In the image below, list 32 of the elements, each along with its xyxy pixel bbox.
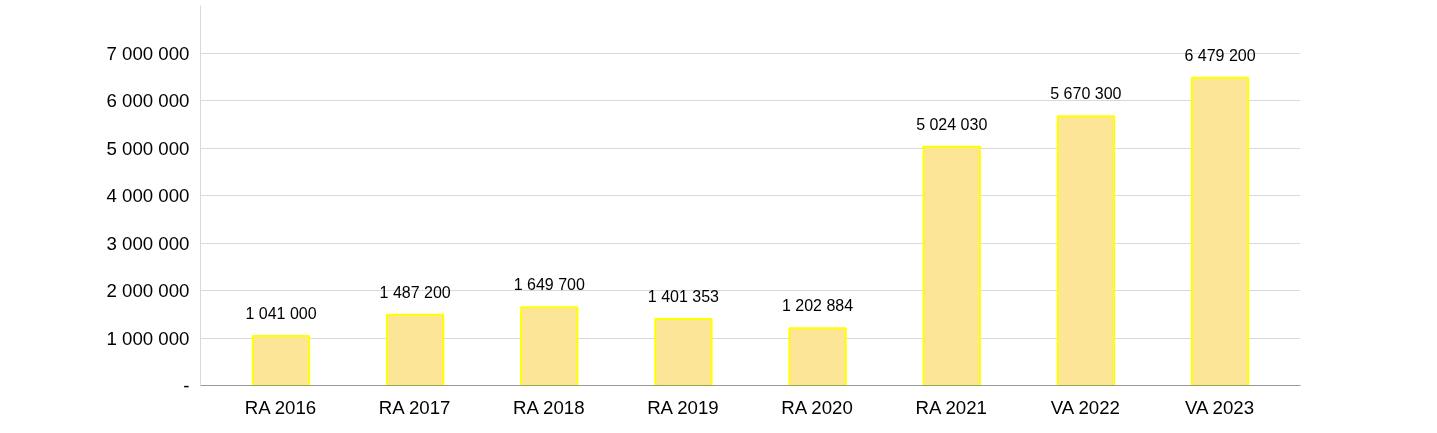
y-tick-label: 1 000 000	[106, 327, 190, 349]
x-tick-label: RA 2016	[244, 396, 317, 418]
data-label: 5 024 030	[916, 115, 988, 133]
y-tick-label: 7 000 000	[106, 42, 190, 64]
bar	[1190, 76, 1250, 386]
y-tick-label: 6 000 000	[106, 90, 190, 111]
bar	[1056, 115, 1116, 386]
bar	[520, 306, 579, 386]
data-label: 5 670 300	[1050, 85, 1122, 103]
y-tick-label: 5 000 000	[106, 137, 190, 159]
x-tick-label: RA 2018	[512, 396, 585, 418]
bar	[922, 145, 981, 386]
y-tick-label: 3 000 000	[106, 232, 190, 254]
x-tick-label: RA 2021	[915, 396, 987, 418]
x-tick-label: RA 2017	[378, 396, 451, 418]
data-label: 1 041 000	[245, 305, 317, 323]
bar	[788, 327, 847, 386]
y-tick-label: -	[183, 375, 190, 396]
data-label: 6 479 200	[1184, 46, 1256, 64]
bar	[654, 317, 713, 386]
x-tick-label: RA 2020	[781, 396, 853, 418]
y-tick-label: 2 000 000	[106, 280, 190, 301]
data-label: 1 202 884	[781, 297, 854, 315]
data-label: 1 401 353	[647, 287, 720, 305]
data-label: 1 649 700	[513, 276, 585, 294]
bar	[251, 335, 311, 386]
x-tick-label: VA 2023	[1184, 396, 1255, 418]
bar	[385, 313, 445, 386]
y-tick-label: 4 000 000	[106, 185, 190, 206]
x-tick-label: VA 2022	[1050, 396, 1120, 418]
data-label: 1 487 200	[379, 283, 451, 301]
x-tick-label: RA 2019	[647, 396, 719, 418]
